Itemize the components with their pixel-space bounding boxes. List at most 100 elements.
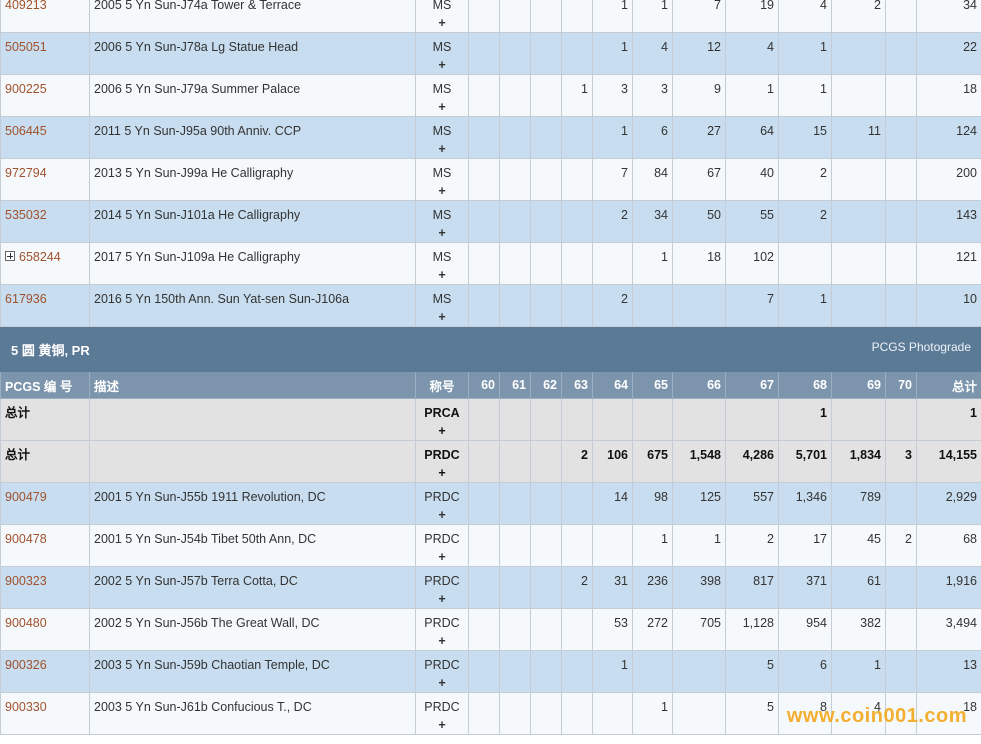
grade-count[interactable] [730,400,774,407]
grade-count[interactable] [890,694,912,701]
grade-count[interactable] [677,286,721,293]
pcgs-number-link[interactable]: 617936 [5,292,47,306]
grade-count[interactable]: 102 [753,250,774,264]
grade-count[interactable]: 1,128 [742,616,774,630]
expand-plus-icon[interactable] [5,251,15,261]
grade-count[interactable] [677,694,721,701]
grade-count[interactable]: 817 [753,574,774,588]
grade-count[interactable] [566,694,588,701]
grade-count[interactable]: 1 [621,0,628,12]
grade-count[interactable] [783,244,827,251]
col-grade-66[interactable]: 66 [672,371,726,399]
grade-count[interactable] [890,610,912,617]
grade-count[interactable]: 1 [661,700,668,714]
grade-count[interactable]: 1 [661,0,668,12]
grade-count[interactable]: 55 [760,208,774,222]
grade-count[interactable]: 557 [753,490,774,504]
grade-count[interactable]: 27 [707,124,721,138]
grade-count[interactable]: 4 [874,700,881,714]
plus-grade-link[interactable]: + [438,466,446,480]
grade-count[interactable] [504,118,526,125]
grade-count[interactable]: 1 [874,658,881,672]
grade-count[interactable] [504,400,526,407]
grade-count[interactable] [473,286,495,293]
grade-count[interactable] [473,610,495,617]
col-designation[interactable]: 称号 [415,371,469,399]
grade-count[interactable]: 18 [707,250,721,264]
plus-grade-link[interactable]: + [438,676,446,690]
grade-count[interactable] [504,442,526,449]
grade-count[interactable] [566,484,588,491]
grade-count[interactable]: 7 [714,0,721,12]
pcgs-number-link[interactable]: 900478 [5,532,47,546]
grade-count[interactable]: 3 [905,448,912,462]
grade-count[interactable] [836,400,881,407]
grade-count[interactable]: 50 [707,208,721,222]
grade-count[interactable]: 954 [806,616,827,630]
grade-count[interactable] [473,34,495,41]
grade-count[interactable]: 1 [661,250,668,264]
grade-count[interactable] [473,400,495,407]
col-grade-60[interactable]: 60 [468,371,500,399]
grade-count[interactable] [566,244,588,251]
grade-count[interactable]: 2 [621,292,628,306]
grade-count[interactable] [890,34,912,41]
grade-count[interactable]: 2 [621,208,628,222]
plus-grade-link[interactable]: + [438,16,446,30]
grade-count[interactable]: 789 [860,490,881,504]
pcgs-number-link[interactable]: 535032 [5,208,47,222]
grade-count[interactable]: 31 [614,574,628,588]
col-grade-63[interactable]: 63 [561,371,593,399]
grade-count[interactable]: 2 [767,532,774,546]
grade-count[interactable]: 1 [820,40,827,54]
grade-count[interactable]: 382 [860,616,881,630]
grade-count[interactable] [890,568,912,575]
grade-count[interactable]: 67 [707,166,721,180]
grade-count[interactable] [535,76,557,83]
plus-grade-link[interactable]: + [438,550,446,564]
grade-count[interactable] [535,568,557,575]
grade-count[interactable] [535,526,557,533]
grade-count[interactable] [535,694,557,701]
grade-count[interactable] [535,34,557,41]
grade-count[interactable]: 106 [607,448,628,462]
plus-grade-link[interactable]: + [438,424,446,438]
grade-count[interactable] [566,400,588,407]
grade-count[interactable]: 64 [760,124,774,138]
grade-count[interactable]: 5 [767,658,774,672]
col-grade-64[interactable]: 64 [592,371,633,399]
grade-count[interactable]: 125 [700,490,721,504]
grade-count[interactable]: 1 [714,532,721,546]
grade-count[interactable] [637,400,668,407]
grade-count[interactable] [597,244,628,251]
grade-count[interactable] [890,118,912,125]
col-grade-62[interactable]: 62 [530,371,562,399]
plus-grade-link[interactable]: + [438,58,446,72]
grade-count[interactable] [890,286,912,293]
grade-count[interactable] [504,526,526,533]
grade-count[interactable]: 61 [867,574,881,588]
plus-grade-link[interactable]: + [438,268,446,282]
grade-count[interactable] [504,694,526,701]
grade-count[interactable]: 2 [874,0,881,12]
grade-count[interactable] [504,160,526,167]
grade-count[interactable]: 371 [806,574,827,588]
col-grade-68[interactable]: 68 [778,371,832,399]
grade-count[interactable]: 98 [654,490,668,504]
grade-count[interactable]: 45 [867,532,881,546]
grade-count[interactable] [504,244,526,251]
grade-count[interactable]: 8 [820,700,827,714]
plus-grade-link[interactable]: + [438,142,446,156]
grade-count[interactable]: 40 [760,166,774,180]
grade-count[interactable] [535,400,557,407]
pcgs-number-link[interactable]: 900326 [5,658,47,672]
grade-count[interactable]: 3 [621,82,628,96]
pcgs-number-link[interactable]: 409213 [5,0,47,12]
grade-count[interactable]: 2 [820,166,827,180]
grade-count[interactable] [473,202,495,209]
grade-count[interactable] [566,160,588,167]
grade-count[interactable]: 6 [661,124,668,138]
plus-grade-link[interactable]: + [438,100,446,114]
grade-count[interactable] [890,400,912,407]
grade-count[interactable] [473,160,495,167]
